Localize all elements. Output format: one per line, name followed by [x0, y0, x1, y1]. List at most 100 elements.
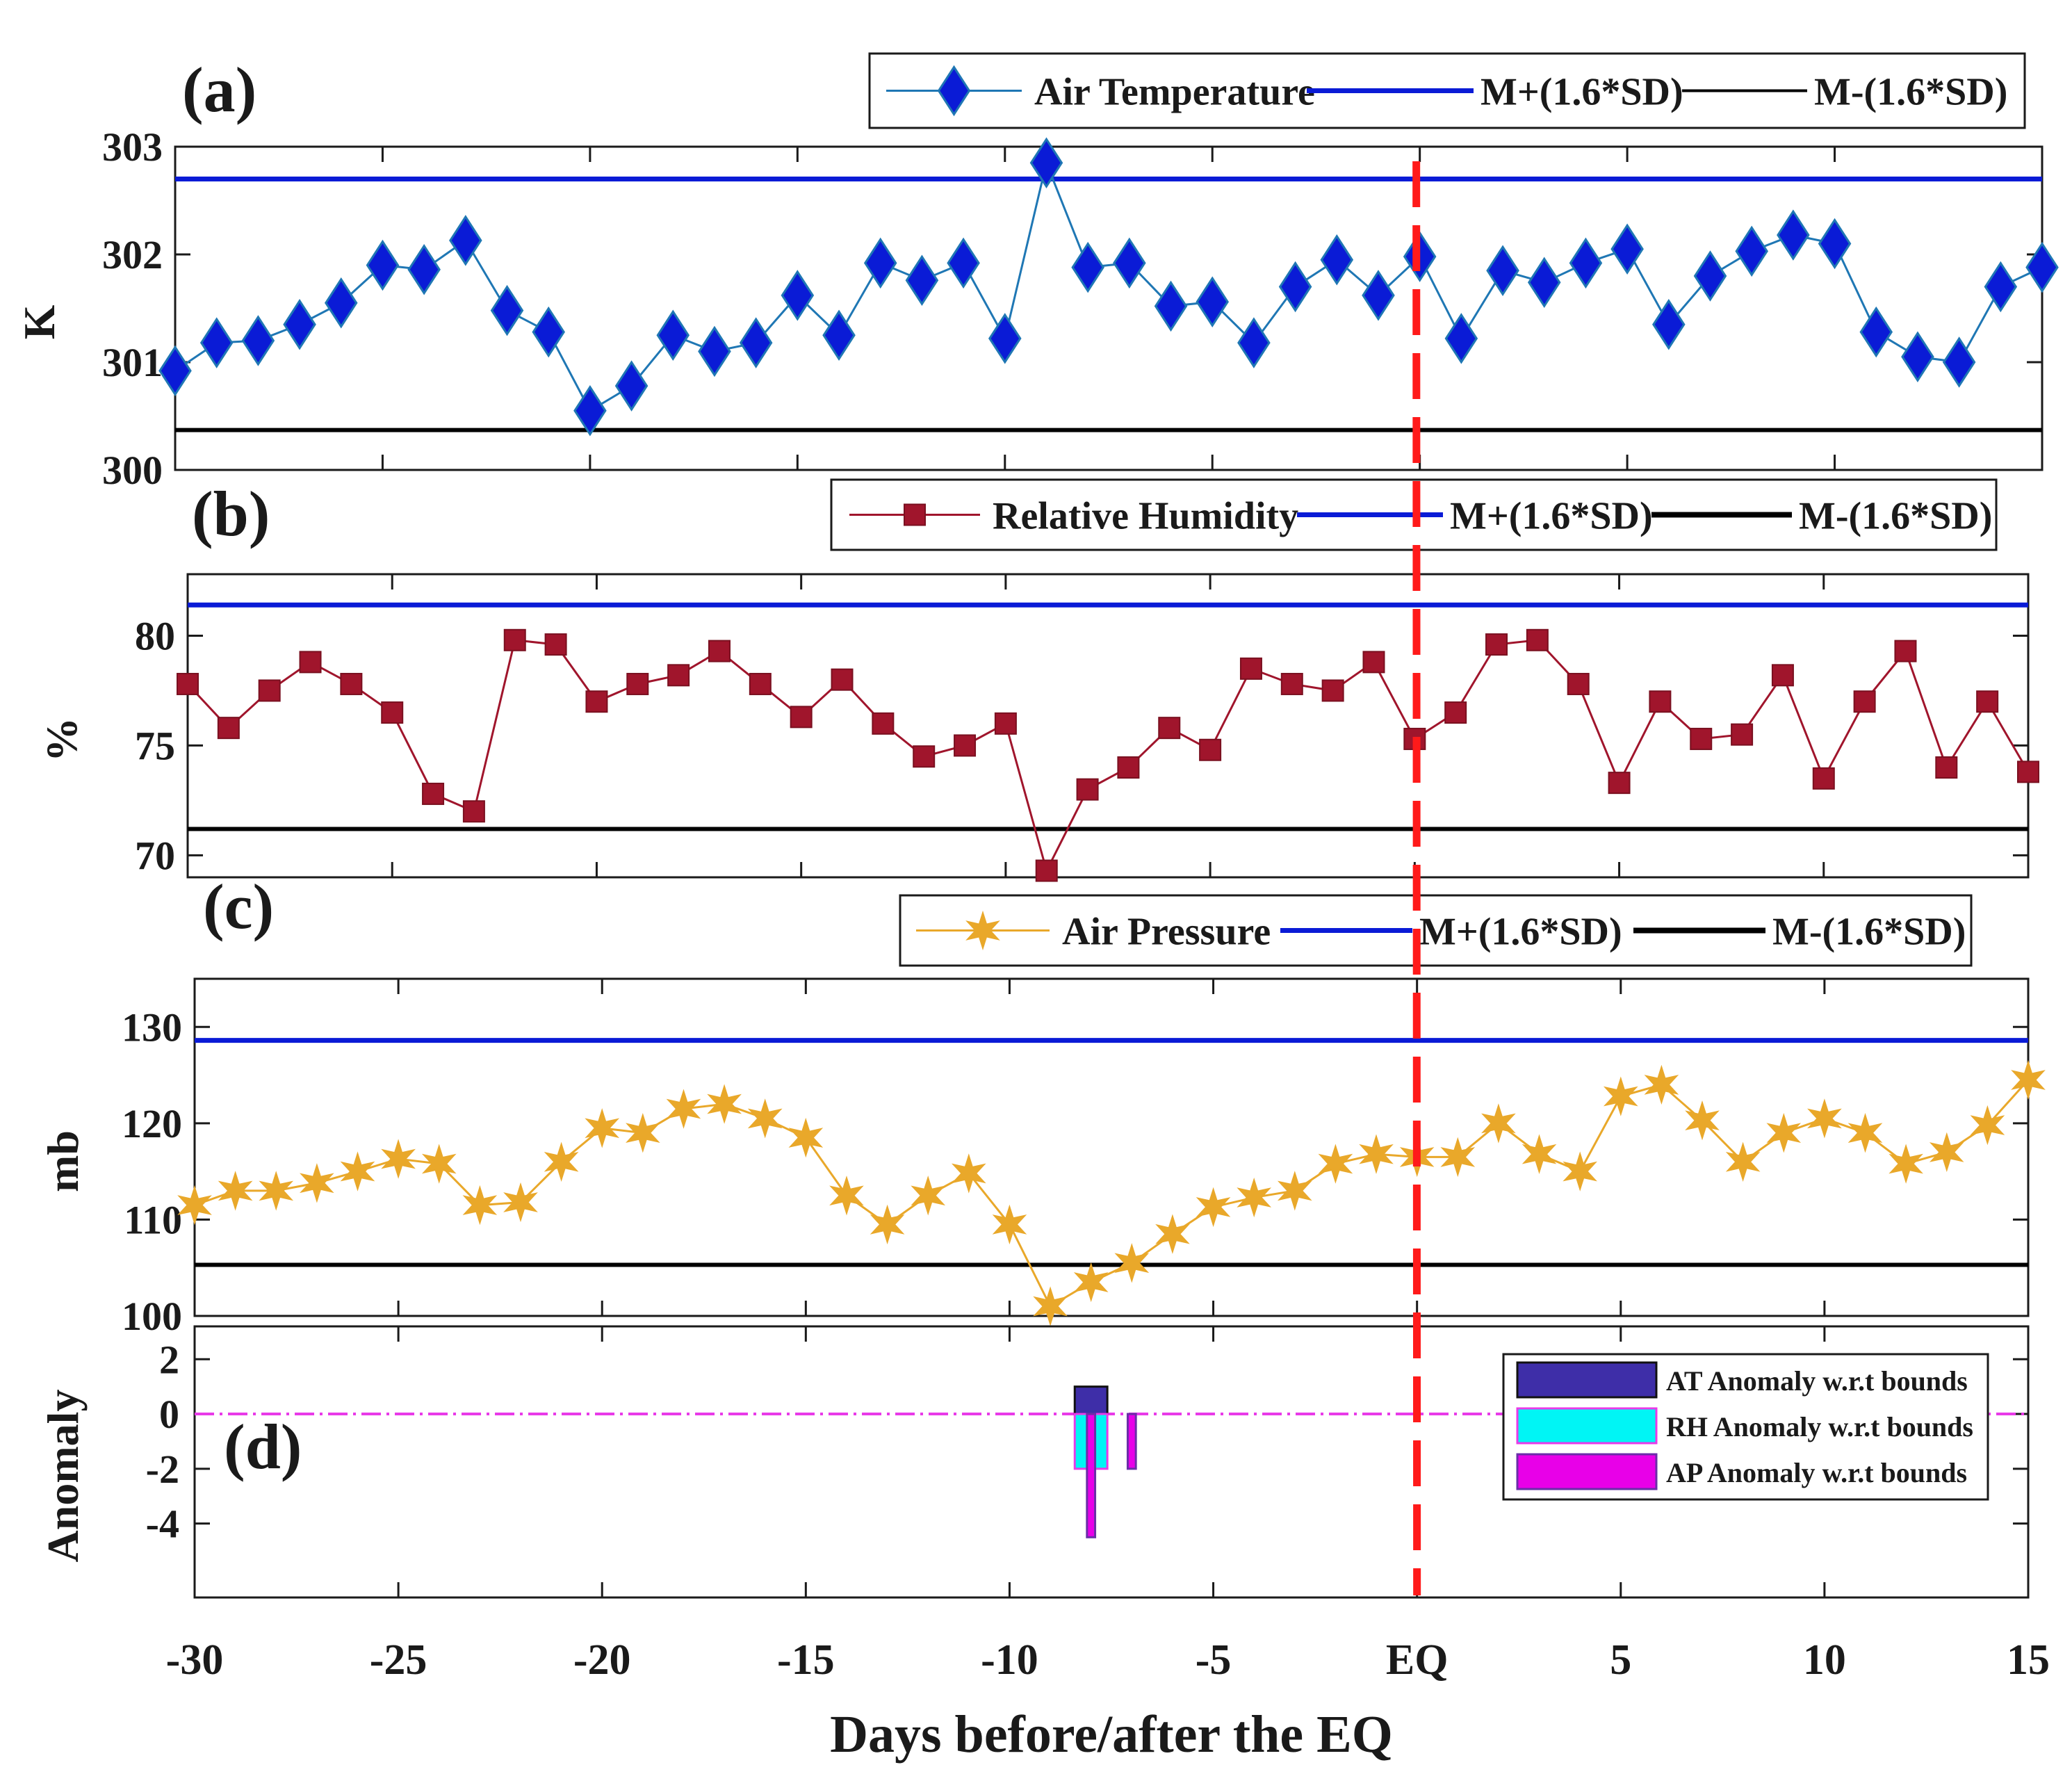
data-point — [1859, 306, 1893, 358]
data-point — [585, 690, 608, 713]
data-point — [872, 712, 895, 735]
data-point — [1847, 1113, 1883, 1153]
data-point — [1569, 237, 1603, 289]
data-point — [241, 315, 275, 366]
x-tick-label: 5 — [1610, 1636, 1631, 1684]
legend-a: Air Temperature M+(1.6*SD) M-(1.6*SD) — [868, 52, 2026, 129]
legend-marker — [965, 910, 1000, 951]
legend-label: M+(1.6*SD) — [1450, 495, 1653, 538]
data-point — [1644, 1064, 1679, 1105]
plot-frame — [174, 145, 2044, 471]
legend-swatch — [1516, 1453, 1658, 1490]
x-axis-label: Days before/after the EQ — [830, 1705, 1393, 1764]
y-tick-label: -4 — [146, 1502, 179, 1547]
data-point — [1889, 1144, 1923, 1184]
y-tick-label: 303 — [102, 124, 163, 170]
data-point — [747, 1098, 783, 1139]
data-point — [1486, 245, 1519, 297]
data-point — [1237, 1177, 1272, 1218]
data-point — [381, 701, 404, 724]
data-point — [1693, 250, 1727, 302]
data-point — [1818, 218, 1852, 270]
legend-label: AT Anomaly w.r.t bounds — [1666, 1365, 1968, 1397]
legend-label: Relative Humidity — [993, 495, 1298, 538]
data-point — [283, 298, 316, 350]
data-point — [407, 243, 441, 295]
data-point — [217, 717, 240, 740]
data-point — [340, 672, 363, 695]
data-point — [1777, 209, 1810, 261]
data-point — [614, 360, 648, 412]
legend-label: RH Anomaly w.r.t bounds — [1666, 1411, 1973, 1442]
data-point — [994, 712, 1017, 735]
data-point — [1114, 1243, 1150, 1283]
data-point — [1812, 767, 1835, 790]
legend-d: AT Anomaly w.r.t bounds RH Anomaly w.r.t … — [1502, 1353, 1989, 1501]
data-point — [1444, 313, 1478, 364]
legend-label: M-(1.6*SD) — [1814, 71, 2007, 114]
x-tick-label: -5 — [1196, 1636, 1232, 1684]
data-point — [656, 309, 690, 361]
data-point — [462, 800, 485, 823]
x-tick-label: -20 — [573, 1636, 631, 1684]
data-point — [1735, 225, 1768, 277]
data-point — [870, 1204, 905, 1245]
data-point — [1766, 1113, 1802, 1153]
panel-label: (c) — [203, 871, 274, 942]
data-point — [913, 745, 936, 768]
legend-swatch — [1516, 1407, 1658, 1445]
data-point — [1154, 280, 1188, 332]
data-point — [199, 317, 234, 368]
data-point — [1239, 657, 1262, 680]
data-point — [1320, 234, 1354, 286]
ap-anomaly-bar — [1126, 1413, 1137, 1470]
data-point — [1610, 223, 1644, 275]
legend-marker — [937, 65, 971, 117]
data-point — [1526, 628, 1549, 651]
data-point — [177, 1185, 212, 1226]
x-tick-label: 15 — [2007, 1636, 2050, 1684]
data-point — [1603, 1076, 1638, 1116]
data-point — [1567, 672, 1590, 695]
y-axis-label: % — [37, 717, 86, 762]
y-tick-label: 0 — [159, 1392, 179, 1437]
data-point — [421, 1144, 457, 1184]
data-point — [1277, 1171, 1312, 1211]
data-point — [573, 384, 607, 437]
legend-c: Air Pressure M+(1.6*SD) M-(1.6*SD) — [899, 894, 1973, 967]
data-point — [462, 1185, 498, 1226]
data-point — [1278, 261, 1312, 313]
data-point — [259, 1171, 294, 1211]
data-point — [1731, 723, 1754, 746]
data-point — [1853, 690, 1876, 713]
data-point — [951, 1153, 986, 1194]
data-point — [366, 239, 400, 291]
data-point — [449, 215, 482, 266]
y-tick-label: 2 — [159, 1337, 179, 1382]
plot-frame — [193, 977, 2030, 1317]
data-point — [911, 1176, 946, 1216]
y-tick-label: 75 — [135, 723, 175, 768]
panel-2-axes: 100 110 120 130 — [122, 977, 2046, 1339]
data-point — [626, 1113, 660, 1153]
data-point — [1685, 1100, 1720, 1141]
legend-label: M+(1.6*SD) — [1480, 71, 1683, 114]
data-point — [1652, 298, 1686, 350]
data-point — [739, 317, 773, 368]
data-point — [324, 277, 358, 329]
data-point — [708, 640, 731, 662]
data-point — [585, 1108, 620, 1148]
y-tick-label: 300 — [102, 448, 163, 493]
data-point — [503, 628, 526, 651]
y-tick-label: -2 — [146, 1447, 179, 1492]
legend-label: M-(1.6*SD) — [1772, 911, 1966, 954]
data-point — [300, 1163, 334, 1203]
data-point — [1527, 257, 1561, 309]
data-point — [2025, 241, 2059, 293]
legend-marker — [904, 503, 926, 526]
data-point — [1158, 717, 1181, 740]
x-tick-label: -30 — [166, 1636, 224, 1684]
x-tick-label: -25 — [370, 1636, 427, 1684]
data-point — [1444, 701, 1467, 724]
data-point — [1984, 261, 2018, 313]
